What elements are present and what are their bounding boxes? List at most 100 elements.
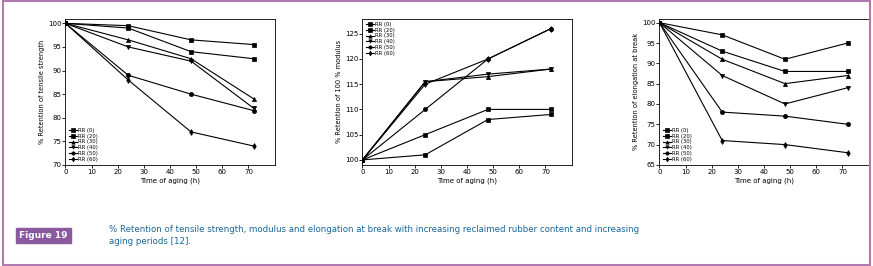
RR (0)	[717, 33, 727, 36]
RR (40)	[842, 86, 853, 89]
Line: RR (60): RR (60)	[657, 20, 849, 155]
Line: RR (20): RR (20)	[361, 107, 553, 162]
X-axis label: Time of aging (h): Time of aging (h)	[734, 178, 794, 184]
RR (50)	[60, 22, 71, 25]
RR (0)	[60, 22, 71, 25]
RR (40)	[60, 22, 71, 25]
Line: RR (40): RR (40)	[361, 67, 553, 162]
Line: RR (0): RR (0)	[361, 113, 553, 162]
RR (50)	[186, 93, 196, 96]
RR (30)	[249, 97, 259, 101]
RR (30)	[546, 68, 556, 71]
Line: RR (0): RR (0)	[657, 20, 849, 61]
RR (60)	[186, 130, 196, 134]
RR (30)	[483, 75, 493, 78]
RR (0)	[546, 113, 556, 116]
RR (50)	[123, 74, 134, 77]
RR (40)	[717, 74, 727, 77]
Legend: RR (0), RR (20), RR (30), RR (40), RR (50), RR (60): RR (0), RR (20), RR (30), RR (40), RR (5…	[662, 127, 692, 162]
RR (60)	[717, 139, 727, 142]
RR (0)	[186, 38, 196, 41]
Line: RR (30): RR (30)	[657, 20, 849, 86]
RR (40)	[780, 102, 790, 106]
Line: RR (50): RR (50)	[657, 20, 849, 126]
Line: RR (20): RR (20)	[64, 21, 256, 61]
RR (30)	[780, 82, 790, 85]
RR (50)	[249, 109, 259, 112]
Line: RR (60): RR (60)	[64, 21, 256, 148]
RR (20)	[420, 133, 430, 136]
RR (0)	[123, 24, 134, 27]
RR (20)	[483, 108, 493, 111]
RR (30)	[717, 58, 727, 61]
Line: RR (50): RR (50)	[361, 27, 553, 162]
RR (40)	[249, 107, 259, 110]
RR (30)	[186, 57, 196, 60]
RR (60)	[249, 144, 259, 148]
Line: RR (0): RR (0)	[64, 21, 256, 47]
Text: Figure 19: Figure 19	[19, 231, 68, 240]
RR (20)	[249, 57, 259, 60]
RR (0)	[780, 58, 790, 61]
RR (40)	[483, 73, 493, 76]
RR (50)	[780, 115, 790, 118]
Legend: RR (0), RR (20), RR (30), RR (40), RR (50), RR (60): RR (0), RR (20), RR (30), RR (40), RR (5…	[365, 21, 395, 56]
RR (50)	[546, 27, 556, 30]
RR (0)	[842, 41, 853, 45]
RR (0)	[483, 118, 493, 121]
RR (20)	[357, 158, 368, 161]
RR (30)	[842, 74, 853, 77]
RR (60)	[780, 143, 790, 146]
RR (40)	[123, 45, 134, 48]
Text: % Retention of tensile strength, modulus and elongation at break with increasing: % Retention of tensile strength, modulus…	[109, 225, 639, 246]
RR (20)	[60, 22, 71, 25]
Y-axis label: % Retention of 100 % modulus: % Retention of 100 % modulus	[336, 40, 342, 143]
RR (60)	[123, 78, 134, 82]
RR (20)	[123, 26, 134, 30]
RR (50)	[420, 108, 430, 111]
RR (60)	[483, 57, 493, 61]
RR (50)	[654, 21, 664, 24]
RR (40)	[654, 21, 664, 24]
RR (0)	[249, 43, 259, 46]
RR (60)	[357, 158, 368, 161]
RR (30)	[420, 80, 430, 83]
RR (50)	[483, 57, 493, 61]
Line: RR (60): RR (60)	[361, 27, 553, 162]
RR (50)	[842, 123, 853, 126]
Line: RR (40): RR (40)	[64, 21, 256, 110]
RR (20)	[717, 49, 727, 53]
RR (60)	[60, 22, 71, 25]
Legend: RR (0), RR (20), RR (30), RR (40), RR (50), RR (60): RR (0), RR (20), RR (30), RR (40), RR (5…	[68, 127, 99, 162]
RR (30)	[654, 21, 664, 24]
RR (20)	[186, 50, 196, 53]
Y-axis label: % Retention of elongation at break: % Retention of elongation at break	[633, 33, 639, 150]
RR (60)	[842, 151, 853, 154]
RR (40)	[546, 68, 556, 71]
RR (30)	[357, 158, 368, 161]
RR (0)	[654, 21, 664, 24]
Line: RR (30): RR (30)	[361, 67, 553, 162]
Line: RR (50): RR (50)	[64, 21, 256, 113]
RR (20)	[780, 70, 790, 73]
RR (50)	[357, 158, 368, 161]
RR (20)	[546, 108, 556, 111]
Line: RR (30): RR (30)	[64, 21, 256, 101]
RR (30)	[123, 38, 134, 41]
RR (50)	[717, 110, 727, 114]
X-axis label: Time of aging (h): Time of aging (h)	[140, 178, 200, 184]
RR (40)	[186, 60, 196, 63]
RR (40)	[420, 80, 430, 83]
RR (60)	[420, 83, 430, 86]
RR (20)	[654, 21, 664, 24]
X-axis label: Time of aging (h): Time of aging (h)	[437, 178, 497, 184]
Y-axis label: % Retention of tensile strength: % Retention of tensile strength	[39, 40, 45, 144]
RR (60)	[654, 21, 664, 24]
Line: RR (40): RR (40)	[657, 20, 849, 106]
RR (30)	[60, 22, 71, 25]
Line: RR (20): RR (20)	[657, 20, 849, 73]
RR (40)	[357, 158, 368, 161]
RR (20)	[842, 70, 853, 73]
RR (0)	[357, 158, 368, 161]
RR (60)	[546, 27, 556, 30]
